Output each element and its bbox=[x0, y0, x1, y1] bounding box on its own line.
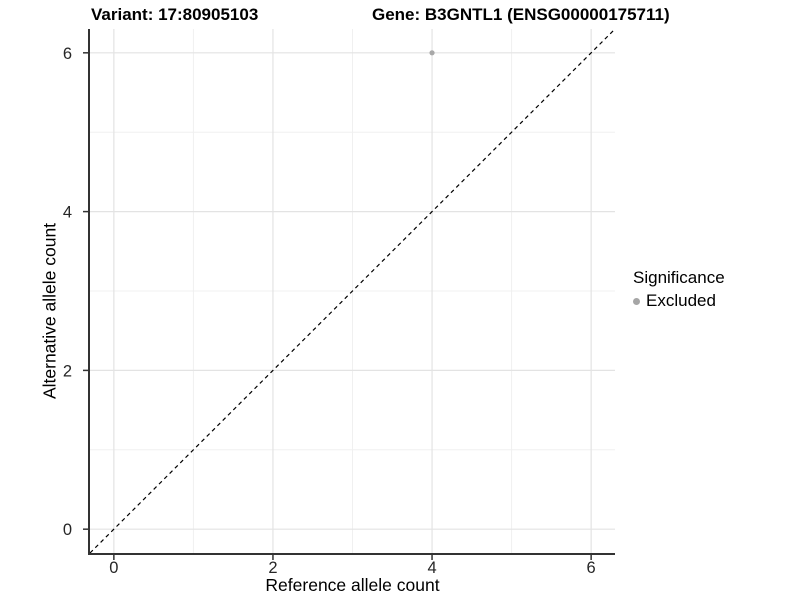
x-axis-title: Reference allele count bbox=[265, 575, 440, 595]
excluded-point-icon bbox=[633, 297, 640, 305]
y-tick-label: 6 bbox=[63, 45, 72, 63]
x-tick-label: 0 bbox=[109, 559, 118, 577]
legend-item-excluded: Excluded bbox=[633, 291, 725, 311]
y-tick-label: 2 bbox=[63, 362, 72, 380]
x-tick-label: 6 bbox=[587, 559, 596, 577]
y-tick-label: 0 bbox=[63, 521, 72, 539]
variant-title: Variant: 17:80905103 bbox=[91, 5, 259, 24]
legend-item-label: Excluded bbox=[646, 291, 716, 310]
data-point bbox=[429, 50, 435, 56]
legend: Significance Excluded bbox=[633, 268, 725, 311]
identity-dashed-line bbox=[89, 28, 616, 554]
legend-title: Significance bbox=[633, 268, 725, 287]
gene-title: Gene: B3GNTL1 (ENSG00000175711) bbox=[372, 5, 670, 24]
x-tick-label: 4 bbox=[427, 559, 436, 577]
y-axis-title: Alternative allele count bbox=[39, 222, 60, 400]
y-tick-label: 4 bbox=[63, 204, 72, 222]
x-tick-label: 2 bbox=[268, 559, 277, 577]
